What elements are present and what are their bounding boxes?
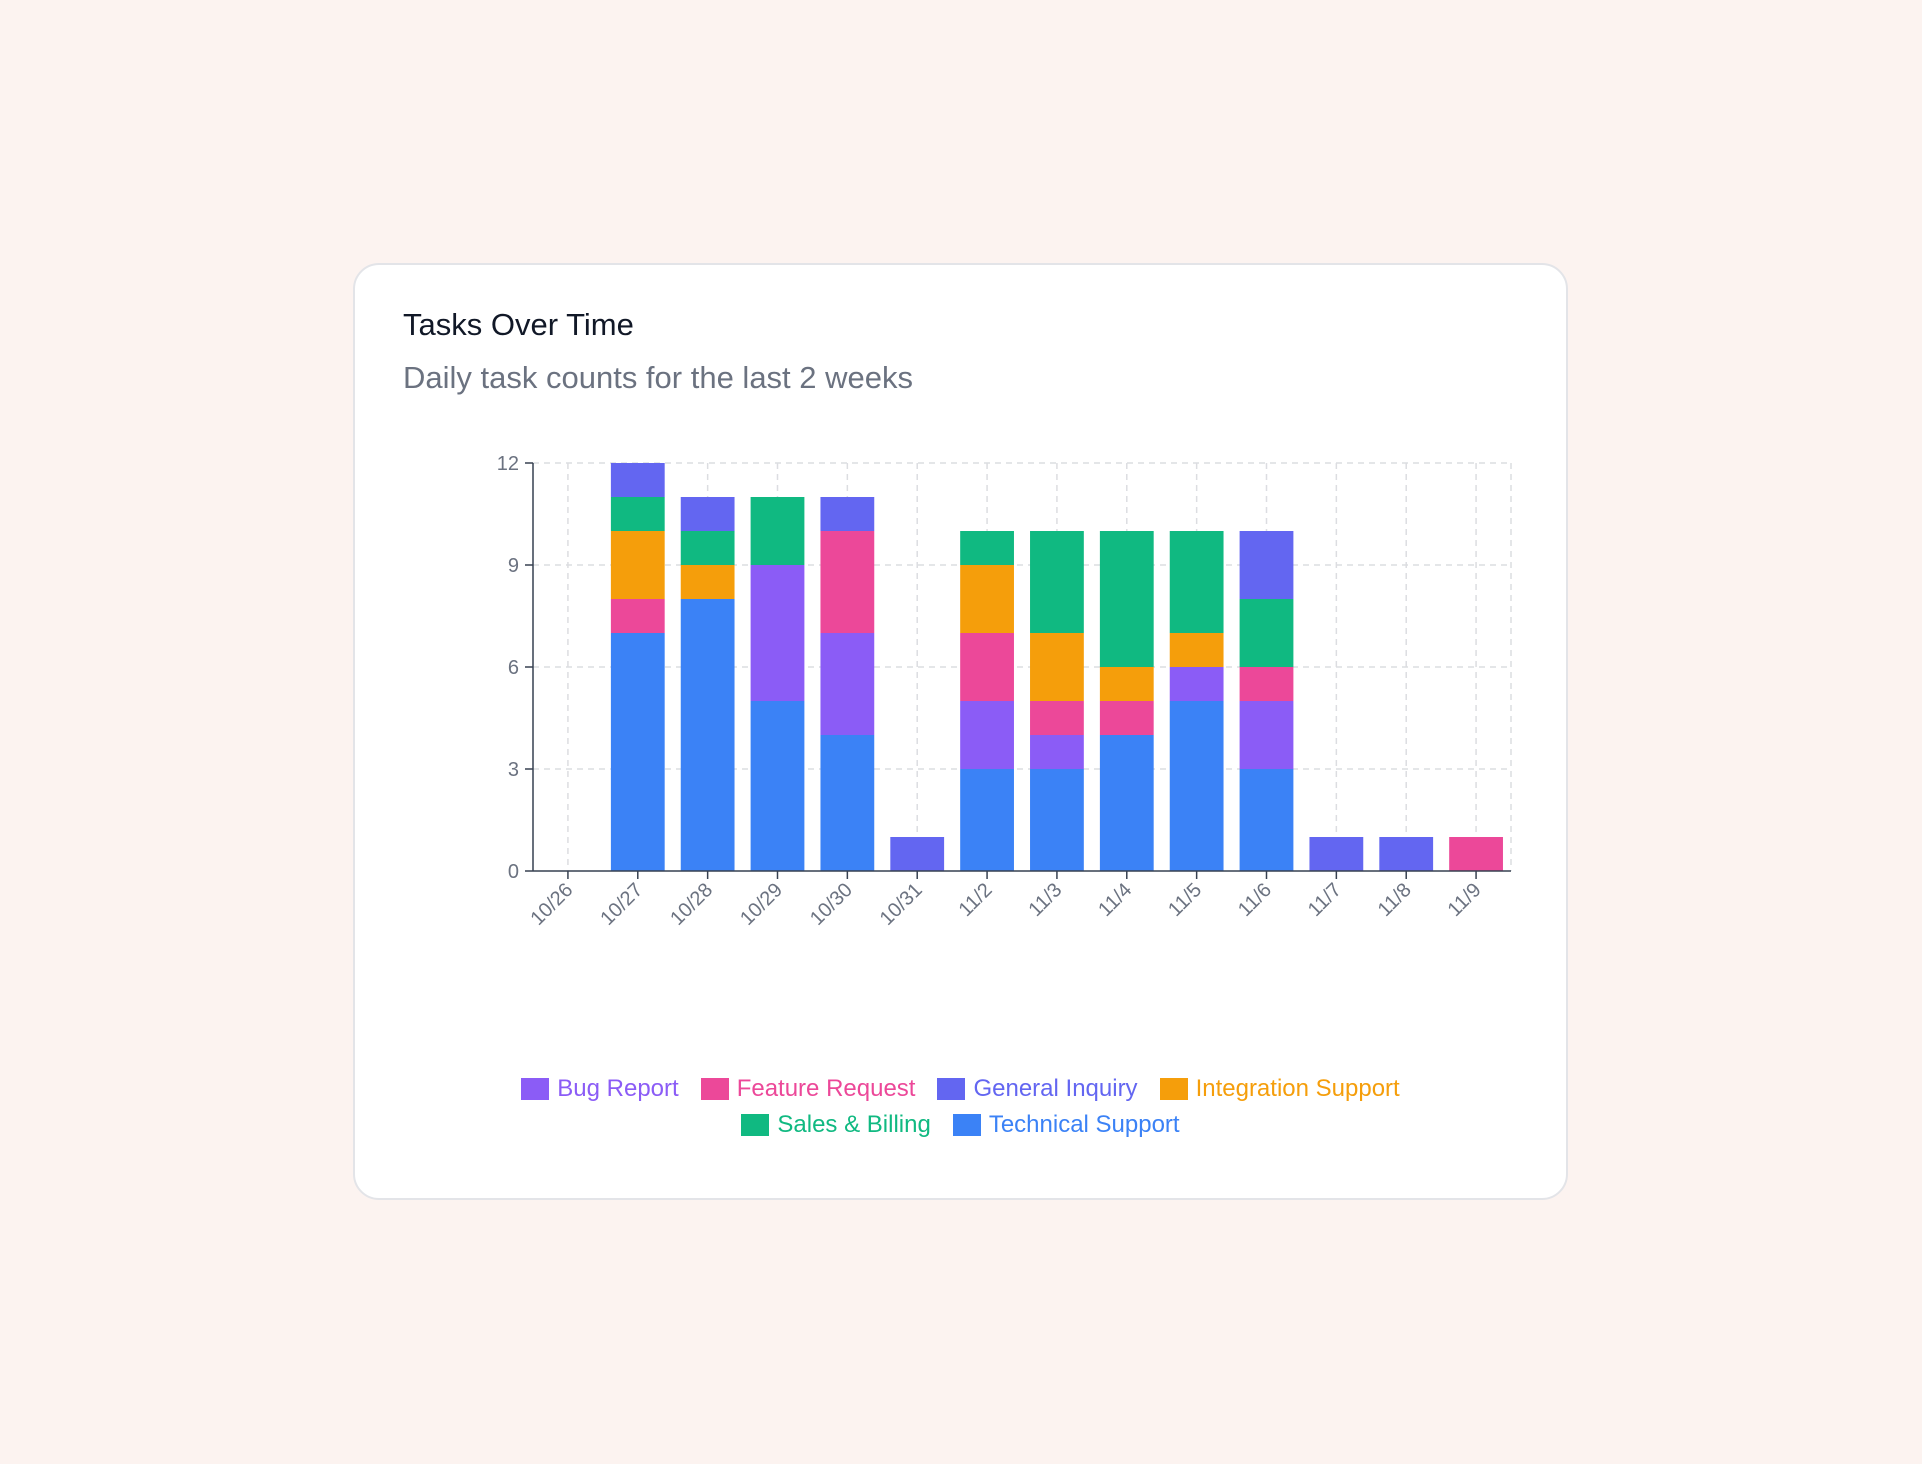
bar-segment-integration-support: 10/27 — Integration Support: 2 [610,531,665,599]
y-tick-label: 12 [497,453,519,475]
x-tick-label: 11/3 [1024,879,1066,921]
x-tick-label: 10/27 [596,879,647,930]
y-tick-label: 0 [508,861,519,883]
legend-label: Technical Support [988,1111,1180,1138]
bar-segment-integration-support: 11/4 — Integration Support: 1 [1099,667,1154,701]
bar-segment-sales-billing: 11/4 — Sales & Billing: 4 [1099,531,1154,667]
bar-segment-general-inquiry: 11/6 — General Inquiry: 2 [1239,531,1294,599]
bar-segment-technical-support: 10/28 — Technical Support: 8 [680,599,735,871]
bar-segment-integration-support: 11/5 — Integration Support: 1 [1169,633,1224,667]
legend-item-integration-support[interactable]: Integration Support [1159,1075,1400,1103]
bar-segment-general-inquiry: 11/7 — General Inquiry: 1 [1309,837,1364,871]
bar-segment-general-inquiry: 10/30 — General Inquiry: 1 [820,497,875,531]
legend-swatch [521,1078,550,1100]
bar-segment-bug-report: 11/6 — Bug Report: 2 [1239,701,1294,769]
bar-segment-technical-support: 10/27 — Technical Support: 7 [610,633,665,871]
chart-legend: Bug Report Feature Request General Inquiry… [355,1075,1566,1139]
bar-segment-feature-request: 10/27 — Feature Request: 1 [610,599,665,633]
bar-segment-technical-support: 10/30 — Technical Support: 4 [820,735,875,871]
x-tick-label: 10/28 [666,879,717,930]
bar-segment-feature-request: 10/30 — Feature Request: 3 [820,531,875,633]
bar-segment-technical-support: 11/2 — Technical Support: 3 [960,769,1014,871]
bar-segment-bug-report: 10/30 — Bug Report: 3 [820,633,875,735]
x-tick-label: 11/5 [1164,879,1206,921]
bar-segment-bug-report: 10/29 — Bug Report: 4 [750,565,805,701]
bar-segment-feature-request: 11/3 — Feature Request: 1 [1030,701,1084,735]
x-tick-label: 10/31 [876,879,927,930]
legend-swatch [1159,1078,1188,1100]
x-tick-label: 10/30 [806,879,857,930]
bar-segment-sales-billing: 11/6 — Sales & Billing: 2 [1239,599,1294,667]
legend-swatch [952,1114,981,1136]
bar-segment-technical-support: 10/29 — Technical Support: 5 [750,701,805,871]
bar-segment-sales-billing: 10/29 — Sales & Billing: 2 [750,497,805,565]
legend-swatch [937,1078,966,1100]
legend-label: Sales & Billing [777,1111,931,1138]
x-tick-label: 11/8 [1374,879,1416,921]
x-tick-label: 10/26 [527,879,578,930]
legend-label: Feature Request [736,1075,916,1102]
bar-segment-feature-request: 11/2 — Feature Request: 2 [960,633,1014,701]
x-tick-label: 11/4 [1094,879,1136,921]
bar-segment-bug-report: 11/2 — Bug Report: 2 [960,701,1014,769]
bar-segment-general-inquiry: 10/27 — General Inquiry: 1 [610,463,665,497]
bar-segment-bug-report: 11/3 — Bug Report: 1 [1030,735,1084,769]
bar-segment-feature-request: 11/4 — Feature Request: 1 [1099,701,1154,735]
legend-item-feature-request[interactable]: Feature Request [700,1075,916,1103]
legend-item-general-inquiry[interactable]: General Inquiry [937,1075,1138,1103]
stacked-bar-chart: 10/27 — Technical Support: 710/27 — Feat… [497,453,1512,930]
bar-segment-technical-support: 11/4 — Technical Support: 4 [1099,735,1154,871]
bar-segment-technical-support: 11/6 — Technical Support: 3 [1239,769,1294,871]
bar-segment-general-inquiry: 10/28 — General Inquiry: 1 [680,497,735,531]
bar-segment-sales-billing: 10/27 — Sales & Billing: 1 [610,497,665,531]
bar-segment-sales-billing: 11/2 — Sales & Billing: 1 [960,531,1014,565]
bar-segment-general-inquiry: 10/31 — General Inquiry: 1 [890,837,945,871]
bar-segment-integration-support: 11/3 — Integration Support: 2 [1030,633,1084,701]
legend-swatch [741,1114,770,1136]
legend-label: Bug Report [557,1075,679,1102]
bar-segment-sales-billing: 10/28 — Sales & Billing: 1 [680,531,735,565]
x-tick-label: 11/7 [1304,879,1346,921]
bar-segment-feature-request: 11/9 — Feature Request: 1 [1449,837,1503,871]
bar-segment-bug-report: 11/5 — Bug Report: 1 [1169,667,1224,701]
bar-segment-integration-support: 10/28 — Integration Support: 1 [680,565,735,599]
legend-item-sales-billing[interactable]: Sales & Billing [741,1111,931,1139]
bar-segment-feature-request: 11/6 — Feature Request: 1 [1239,667,1294,701]
legend-item-bug-report[interactable]: Bug Report [521,1075,679,1103]
y-tick-label: 6 [508,657,519,679]
card-title: Tasks Over Time [403,307,634,342]
legend-swatch [700,1078,729,1100]
card-subtitle: Daily task counts for the last 2 weeks [403,360,914,395]
bar-segment-integration-support: 11/2 — Integration Support: 2 [960,565,1014,633]
legend-label: General Inquiry [973,1075,1138,1102]
y-tick-label: 3 [508,759,519,781]
legend-item-technical-support[interactable]: Technical Support [952,1111,1180,1139]
bar-segment-technical-support: 11/5 — Technical Support: 5 [1169,701,1224,871]
x-tick-label: 10/29 [736,879,787,930]
bar-segment-technical-support: 11/3 — Technical Support: 3 [1030,769,1084,871]
x-tick-label: 11/6 [1234,879,1276,921]
bar-segment-sales-billing: 11/5 — Sales & Billing: 3 [1169,531,1224,633]
bar-segment-sales-billing: 11/3 — Sales & Billing: 3 [1030,531,1084,633]
legend-label: Integration Support [1195,1075,1400,1102]
x-tick-label: 11/2 [955,879,997,921]
x-tick-label: 11/9 [1444,879,1486,921]
bar-segment-general-inquiry: 11/8 — General Inquiry: 1 [1379,837,1434,871]
y-tick-label: 9 [508,555,519,577]
tasks-over-time-card: Tasks Over Time Daily task counts for th… [353,263,1568,1200]
